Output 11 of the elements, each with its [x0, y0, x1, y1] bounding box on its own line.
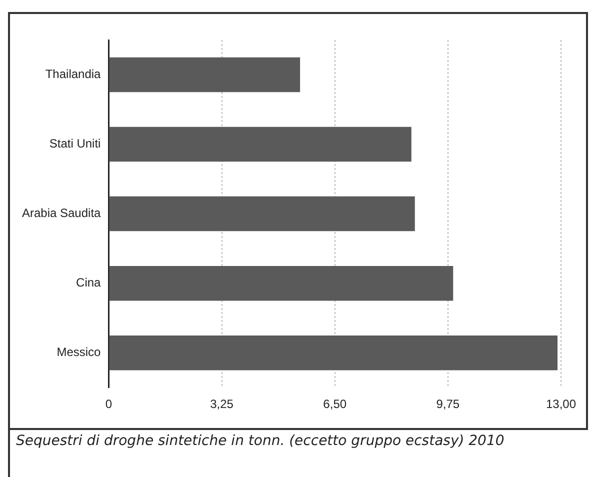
y-tick-label: Thailandia: [45, 67, 102, 82]
text: Sequestri di droghe sintetiche in tonn. (eccetto gruppo ecstasy) 2010: [8, 430, 592, 477]
y-tick-label: Arabia Saudita: [22, 206, 102, 220]
y-tick-label: Cina: [76, 276, 102, 290]
x-tick-label: 9,75: [436, 397, 460, 412]
x-tick-label: 0: [105, 397, 112, 412]
x-tick-label: 3,25: [210, 397, 234, 412]
y-tick-label: Stati Uniti: [49, 136, 101, 151]
x-tick-label: 6,50: [323, 397, 347, 412]
x-tick-label: 13,00: [546, 397, 576, 412]
y-tick-label: Messico: [56, 345, 102, 360]
